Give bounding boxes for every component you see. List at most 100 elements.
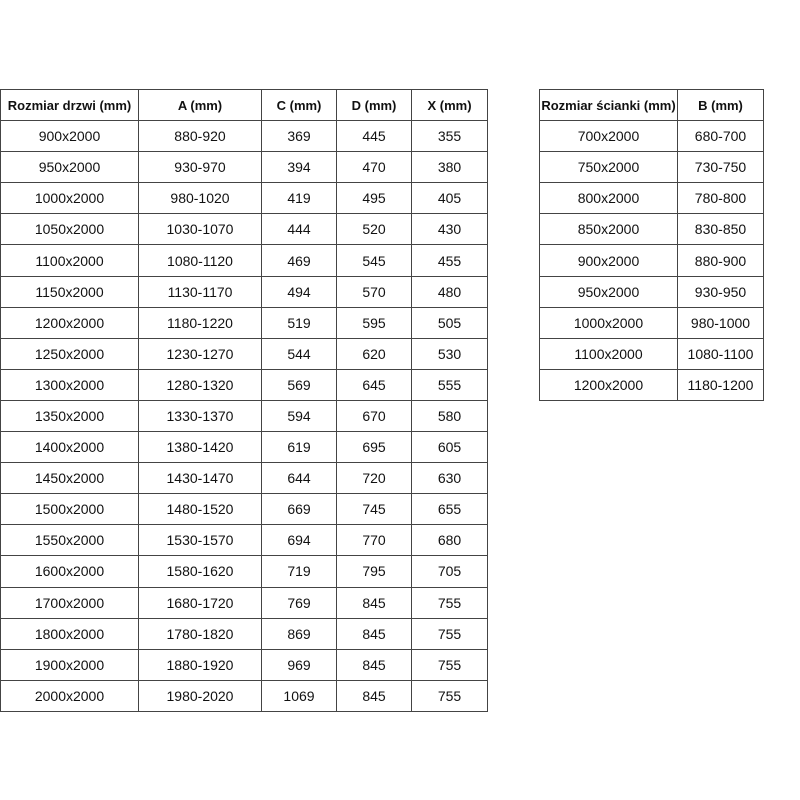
table-row: 900x2000 880-900 [539, 244, 764, 277]
table-cell: 1500x2000 [0, 493, 139, 526]
table-cell: 569 [261, 368, 337, 401]
table-cell: 469 [261, 244, 337, 277]
table-cell: 770 [336, 524, 412, 557]
table-cell: 445 [336, 120, 412, 153]
table-row: 750x2000 730-750 [539, 151, 764, 184]
table-cell: 1550x2000 [0, 524, 139, 557]
table-cell: 1400x2000 [0, 431, 139, 464]
table-cell: 544 [261, 337, 337, 370]
header-row: Rozmiar drzwi (mm) A (mm) C (mm) D (mm) X (m… [0, 88, 488, 122]
table-cell: 594 [261, 399, 337, 433]
table-cell: 605 [411, 431, 488, 464]
table-cell: 1130-1170 [138, 275, 262, 308]
table-cell: 2000x2000 [0, 679, 139, 712]
table-row: 1100x2000 1080-1100 [539, 337, 764, 370]
table-cell: 1069 [261, 679, 337, 712]
table-cell: 444 [261, 213, 337, 246]
wall-size-table: Rozmiar ścianki (mm) B (mm) 700x2000 680-7… [539, 88, 764, 401]
table-cell: 530 [411, 337, 488, 370]
table-cell: 745 [336, 493, 412, 526]
table-cell: 795 [336, 555, 412, 588]
table-cell: 930-970 [138, 151, 262, 184]
column-header: Rozmiar drzwi (mm) [0, 88, 139, 122]
table-row: 1300x2000 1280-1320 569 645 555 [0, 368, 488, 401]
table-cell: 645 [336, 368, 412, 401]
table-cell: 580 [411, 399, 488, 433]
table-row: 1350x2000 1330-1370 594 670 580 [0, 399, 488, 433]
table-cell: 1600x2000 [0, 555, 139, 588]
table-cell: 1100x2000 [539, 337, 678, 370]
table-cell: 470 [336, 151, 412, 184]
table-cell: 520 [336, 213, 412, 246]
table-row: 900x2000 880-920 369 445 355 [0, 120, 488, 153]
table-cell: 1430-1470 [138, 462, 262, 495]
table-row: 950x2000 930-950 [539, 275, 764, 308]
table-row: 1700x2000 1680-1720 769 845 755 [0, 586, 488, 619]
table-row: 2000x2000 1980-2020 1069 845 755 [0, 679, 488, 712]
table-cell: 669 [261, 493, 337, 526]
table-cell: 1980-2020 [138, 679, 262, 712]
table-cell: 494 [261, 275, 337, 308]
table-cell: 619 [261, 431, 337, 464]
table-cell: 845 [336, 648, 412, 681]
column-header: X (mm) [411, 88, 488, 122]
table-cell: 1900x2000 [0, 648, 139, 681]
table-cell: 705 [411, 555, 488, 588]
table-row: 850x2000 830-850 [539, 213, 764, 246]
table-cell: 845 [336, 679, 412, 712]
column-header: A (mm) [138, 88, 262, 122]
table-cell: 1780-1820 [138, 617, 262, 650]
table-cell: 655 [411, 493, 488, 526]
table-row: 1000x2000 980-1000 [539, 306, 764, 339]
table-row: 1200x2000 1180-1220 519 595 505 [0, 306, 488, 339]
table-cell: 495 [336, 182, 412, 215]
table-cell: 1200x2000 [0, 306, 139, 339]
table-cell: 480 [411, 275, 488, 308]
table-cell: 1680-1720 [138, 586, 262, 619]
table-cell: 980-1020 [138, 182, 262, 215]
table-cell: 950x2000 [0, 151, 139, 184]
table-cell: 900x2000 [0, 120, 139, 153]
table-cell: 545 [336, 244, 412, 277]
table-cell: 845 [336, 586, 412, 619]
table-cell: 1880-1920 [138, 648, 262, 681]
table-cell: 1530-1570 [138, 524, 262, 557]
table-cell: 555 [411, 368, 488, 401]
table-cell: 680-700 [677, 120, 764, 153]
table-cell: 755 [411, 586, 488, 619]
table-cell: 1480-1520 [138, 493, 262, 526]
column-header: B (mm) [677, 88, 764, 122]
table-cell: 1280-1320 [138, 368, 262, 401]
table-row: 700x2000 680-700 [539, 120, 764, 153]
table-cell: 700x2000 [539, 120, 678, 153]
table-cell: 900x2000 [539, 244, 678, 277]
table-row: 1450x2000 1430-1470 644 720 630 [0, 462, 488, 495]
table-row: 1400x2000 1380-1420 619 695 605 [0, 431, 488, 464]
table-cell: 1580-1620 [138, 555, 262, 588]
table-cell: 780-800 [677, 182, 764, 215]
table-cell: 455 [411, 244, 488, 277]
table-cell: 1080-1100 [677, 337, 764, 370]
column-header: C (mm) [261, 88, 337, 122]
table-cell: 1180-1220 [138, 306, 262, 339]
table-cell: 845 [336, 617, 412, 650]
table-cell: 1700x2000 [0, 586, 139, 619]
table-cell: 720 [336, 462, 412, 495]
table-cell: 394 [261, 151, 337, 184]
column-header: D (mm) [336, 88, 412, 122]
table-cell: 880-920 [138, 120, 262, 153]
table-cell: 695 [336, 431, 412, 464]
table-cell: 1000x2000 [0, 182, 139, 215]
table-row: 1200x2000 1180-1200 [539, 368, 764, 401]
table-cell: 380 [411, 151, 488, 184]
header-row: Rozmiar ścianki (mm) B (mm) [539, 88, 764, 122]
table-cell: 1330-1370 [138, 399, 262, 433]
table-cell: 1450x2000 [0, 462, 139, 495]
table-cell: 830-850 [677, 213, 764, 246]
table-cell: 405 [411, 182, 488, 215]
door-size-table: Rozmiar drzwi (mm) A (mm) C (mm) D (mm) X (m… [0, 88, 488, 712]
table-row: 1250x2000 1230-1270 544 620 530 [0, 337, 488, 370]
table-cell: 755 [411, 679, 488, 712]
table-cell: 719 [261, 555, 337, 588]
table-cell: 930-950 [677, 275, 764, 308]
